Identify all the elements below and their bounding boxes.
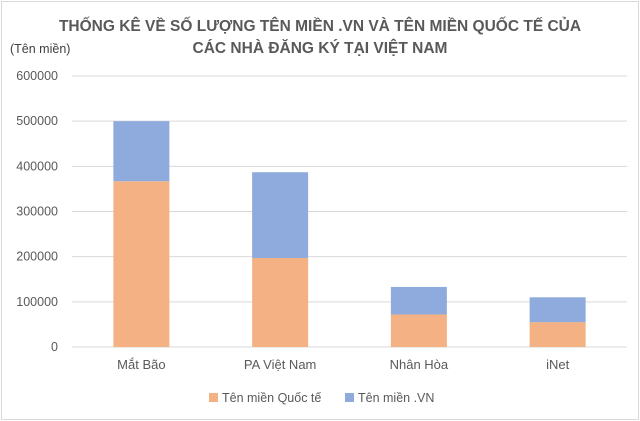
- category-labels: Mắt Bão PA Việt Nam Nhân Hòa iNet: [117, 357, 569, 372]
- bar-quoc-te-0: [113, 181, 170, 347]
- y-tick-label-6: 600000: [16, 69, 58, 83]
- legend: Tên miền Quốc tế Tên miền .VN: [209, 391, 434, 405]
- legend-label-1: Tên miền .VN: [358, 391, 434, 405]
- legend-swatch-0: [209, 393, 218, 402]
- category-label-0: Mắt Bão: [117, 357, 165, 372]
- y-tick-label-5: 500000: [16, 114, 58, 128]
- chart-title-line-1: THỐNG KÊ VỀ SỐ LƯỢNG TÊN MIỀN .VN VÀ TÊN…: [59, 17, 581, 35]
- y-tick-label-4: 400000: [16, 159, 58, 173]
- category-label-1: PA Việt Nam: [244, 357, 317, 372]
- bar-quoc-te-3: [529, 322, 586, 347]
- category-label-2: Nhân Hòa: [390, 357, 449, 372]
- y-axis-unit-label: (Tên miền): [10, 42, 70, 56]
- bar-vn-0: [113, 121, 170, 182]
- y-tick-label-0: 0: [51, 340, 58, 354]
- bar-vn-1: [252, 172, 309, 259]
- y-tick-label-2: 200000: [16, 250, 58, 264]
- chart-title-line-2: CÁC NHÀ ĐĂNG KÝ TẠI VIỆT NAM: [193, 39, 448, 57]
- legend-swatch-1: [345, 393, 354, 402]
- y-tick-label-1: 100000: [16, 295, 58, 309]
- y-tick-labels: 0 100000 200000 300000 400000 500000 600000: [16, 69, 58, 354]
- bar-quoc-te-2: [390, 314, 447, 347]
- legend-label-0: Tên miền Quốc tế: [222, 391, 321, 405]
- bars: [113, 121, 586, 347]
- bar-vn-2: [390, 286, 447, 315]
- y-tick-label-3: 300000: [16, 205, 58, 219]
- category-label-3: iNet: [546, 357, 570, 372]
- bar-vn-3: [529, 297, 586, 323]
- bar-quoc-te-1: [252, 258, 309, 347]
